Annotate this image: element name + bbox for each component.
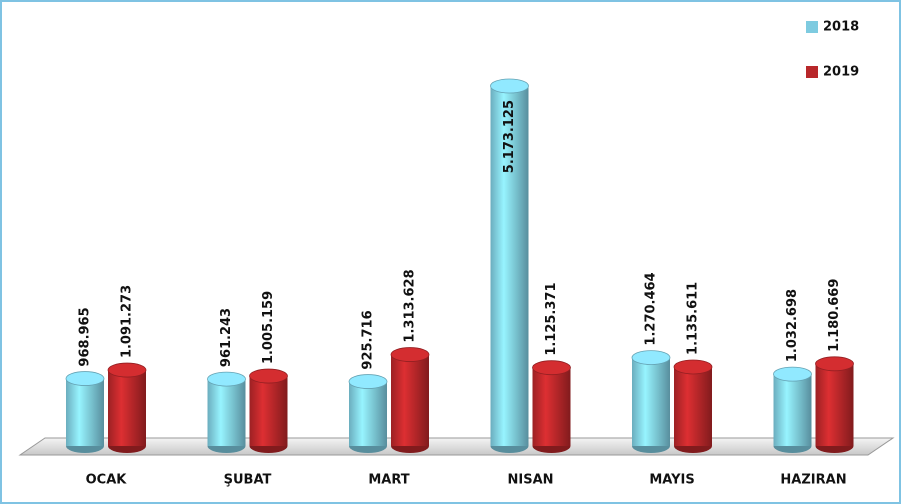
bar <box>773 374 812 446</box>
bar-top <box>532 360 571 376</box>
bar <box>66 378 104 446</box>
bar <box>349 381 387 446</box>
bar <box>674 366 712 446</box>
value-label: 968.965 <box>78 307 93 366</box>
bar-top <box>815 356 854 372</box>
bar-top <box>207 371 246 387</box>
bar-top <box>673 359 713 375</box>
value-label: 1.313.628 <box>403 269 418 342</box>
bar-top <box>348 374 388 389</box>
bar <box>108 370 146 446</box>
bar <box>249 376 288 446</box>
bar <box>532 367 571 446</box>
x-tick-label: MART <box>368 473 409 488</box>
legend-swatch <box>806 66 818 78</box>
x-tick-label: OCAK <box>86 473 128 488</box>
legend-label: 2019 <box>823 65 859 80</box>
value-label: 5.173.125 <box>502 100 517 173</box>
floor <box>18 437 895 456</box>
value-label: 1.180.669 <box>827 279 842 352</box>
value-label: 1.032.698 <box>785 289 800 362</box>
bar-top <box>631 350 671 365</box>
x-tick-label: NISAN <box>507 473 553 488</box>
legend-swatch <box>806 21 818 33</box>
value-label: 1.270.464 <box>644 272 659 345</box>
bar <box>815 363 854 446</box>
value-label: 1.005.159 <box>261 291 276 364</box>
value-label: 1.125.371 <box>544 282 559 355</box>
value-label: 961.243 <box>219 308 234 367</box>
legend-label: 2018 <box>823 20 859 35</box>
bar-top <box>107 362 147 378</box>
value-label: 1.135.611 <box>686 282 701 355</box>
bar-top <box>249 368 288 384</box>
bar <box>207 379 246 446</box>
value-label: 925.716 <box>361 310 376 369</box>
bar <box>490 86 529 446</box>
x-tick-label: ŞUBAT <box>224 473 272 488</box>
value-label: 1.091.273 <box>120 285 135 358</box>
bar-top <box>773 366 812 382</box>
x-tick-label: MAYIS <box>649 473 694 488</box>
bar-top <box>490 78 529 94</box>
bar <box>391 354 429 446</box>
bar <box>632 357 670 446</box>
bar-top <box>390 347 430 362</box>
x-tick-label: HAZIRAN <box>780 473 846 488</box>
bar-top <box>65 371 105 386</box>
